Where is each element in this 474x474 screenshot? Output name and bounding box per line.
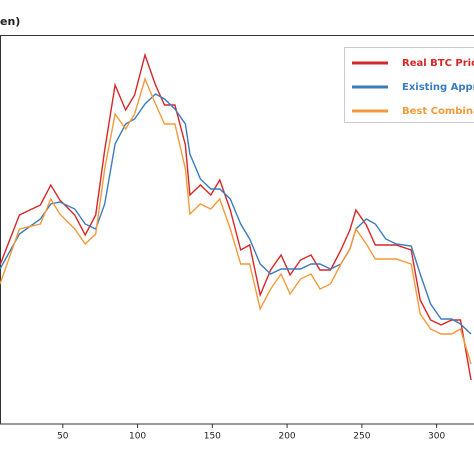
series-line — [0, 93, 472, 335]
plot-frame — [0, 35, 474, 425]
x-tick-label: 200 — [278, 432, 295, 442]
x-tick-label: 300 — [428, 432, 445, 442]
legend-label: Best Combina — [402, 106, 474, 117]
x-tick-label: 250 — [353, 432, 370, 442]
x-tick-label: 100 — [129, 432, 146, 442]
series-line — [0, 76, 472, 365]
legend-label: Real BTC Pric — [402, 58, 474, 69]
series-line — [0, 52, 472, 381]
x-tick-label: 50 — [57, 432, 69, 442]
x-tick-label: 150 — [204, 432, 221, 442]
chart-title: en) — [0, 15, 20, 28]
legend-label: Existing Appr — [402, 82, 474, 93]
